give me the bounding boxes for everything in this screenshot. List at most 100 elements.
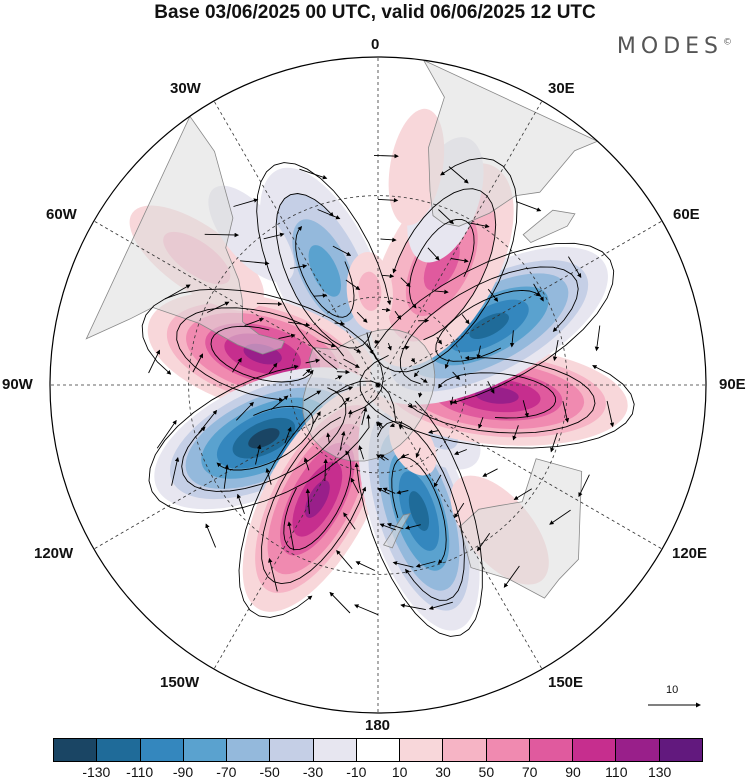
colorbar-tick-label: -90: [172, 764, 194, 780]
streamline: [223, 464, 229, 489]
meridian-line: [377, 220, 663, 386]
streamline: [305, 488, 311, 514]
streamline: [376, 454, 385, 461]
streamline: [336, 550, 353, 570]
streamline: [232, 357, 242, 373]
streamline: [379, 523, 396, 531]
streamline: [568, 256, 582, 278]
streamline: [522, 400, 529, 418]
streamline: [236, 493, 245, 515]
colorbar-cell: [529, 739, 574, 761]
new-zealand-land: [382, 513, 411, 549]
streamline: [398, 421, 404, 430]
streamline: [287, 521, 295, 551]
streamline: [171, 457, 180, 486]
streamline: [207, 301, 230, 313]
meridian-line: [377, 100, 543, 386]
streamline: [415, 447, 421, 459]
streamline: [256, 301, 283, 307]
streamline: [353, 348, 362, 353]
streamline: [326, 432, 331, 444]
streamline: [261, 416, 367, 585]
reference-vector-label: 10: [666, 684, 679, 696]
streamline: [343, 358, 360, 368]
streamline: [444, 358, 450, 369]
streamline: [303, 390, 322, 402]
streamline: [288, 321, 311, 327]
streamline: [476, 345, 481, 360]
colorbar-ticks: -130 -110 -90 -70 -50 -30 -10 10 30 50 70 90 110 130: [53, 764, 703, 782]
madagascar-land: [522, 209, 576, 243]
streamline: [366, 157, 518, 373]
colorbar-cell: [54, 739, 98, 761]
streamline: [312, 411, 321, 425]
streamline: [181, 387, 347, 492]
streamline: [156, 419, 177, 449]
streamline: [448, 166, 469, 184]
streamline: [438, 209, 454, 225]
streamline: [176, 307, 345, 402]
lon-label-60w: 60W: [46, 206, 77, 223]
streamline: [482, 468, 498, 477]
streamline: [347, 409, 353, 418]
streamline: [305, 358, 321, 364]
streamline: [148, 364, 370, 514]
colorbar-cell: [573, 739, 617, 761]
streamline: [244, 317, 265, 327]
streamline: [382, 487, 396, 494]
streamline: [516, 201, 542, 212]
streamline: [594, 325, 601, 352]
streamline: [509, 330, 515, 348]
colorbar-tick-label: -70: [216, 764, 237, 780]
meridian-line: [213, 384, 379, 670]
lon-label-180: 180: [365, 717, 391, 734]
streamline: [578, 474, 590, 498]
colorbar-tick-label: -30: [302, 764, 324, 780]
streamline: [381, 273, 395, 279]
streamline: [235, 401, 254, 421]
colorbar-cell: [659, 739, 702, 761]
streamline: [355, 561, 375, 571]
south-america-land: [85, 115, 285, 355]
streamline: [454, 449, 467, 455]
streamline: [407, 403, 416, 409]
streamline: [343, 512, 356, 530]
streamline: [354, 400, 483, 637]
streamline: [396, 490, 409, 495]
meridian-line: [93, 384, 379, 550]
streamline: [345, 279, 361, 291]
colorbar-cell: [313, 739, 357, 761]
streamline: [361, 406, 368, 426]
streamline: [302, 368, 311, 377]
streamline: [476, 532, 491, 552]
colorbar-cell: [486, 739, 530, 761]
streamline: [452, 371, 461, 380]
lon-label-120w: 120W: [34, 545, 74, 562]
streamline: [399, 266, 579, 385]
colorbar-tick-label: 130: [647, 764, 672, 780]
streamline: [513, 488, 533, 500]
streamline: [400, 453, 409, 458]
streamline: [461, 314, 470, 325]
streamline: [356, 311, 368, 323]
streamline: [366, 343, 374, 355]
streamline: [410, 357, 416, 363]
streamline: [263, 232, 285, 240]
streamline: [478, 416, 484, 429]
map-title: Base 03/06/2025 00 UTC, valid 06/06/2025…: [154, 2, 596, 23]
streamline: [377, 487, 390, 495]
streamline: [415, 561, 436, 568]
colorbar-cell: [443, 739, 487, 761]
streamline: [334, 321, 346, 326]
streamline: [389, 422, 396, 428]
colorbar-cell: [183, 739, 228, 761]
modes-logo: MODES©: [617, 34, 732, 59]
streamline: [216, 405, 314, 471]
streamline: [268, 362, 278, 374]
streamline: [192, 353, 204, 373]
streamline: [340, 397, 350, 407]
lon-label-150w: 150W: [160, 674, 200, 691]
lon-label-30e: 30E: [548, 80, 575, 97]
streamline: [238, 380, 397, 618]
